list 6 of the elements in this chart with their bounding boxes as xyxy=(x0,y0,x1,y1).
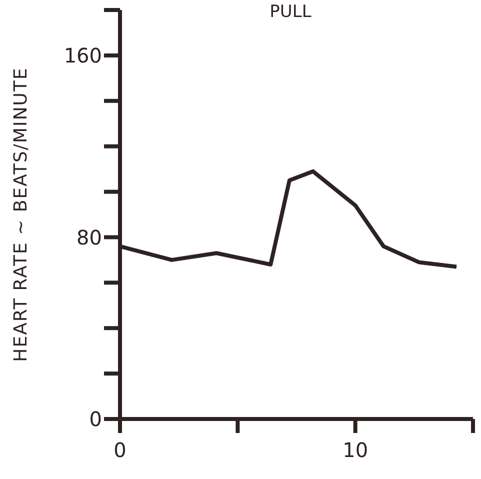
x-tick-label: 10 xyxy=(342,438,368,462)
chart-title: PULL xyxy=(268,2,312,22)
y-axis-title: HEART RATE ~ BEATS/MINUTE xyxy=(10,67,32,362)
y-tick-label: 0 xyxy=(89,407,102,432)
y-tick-label: 160 xyxy=(64,44,102,68)
y-tick-label: 80 xyxy=(76,225,102,250)
